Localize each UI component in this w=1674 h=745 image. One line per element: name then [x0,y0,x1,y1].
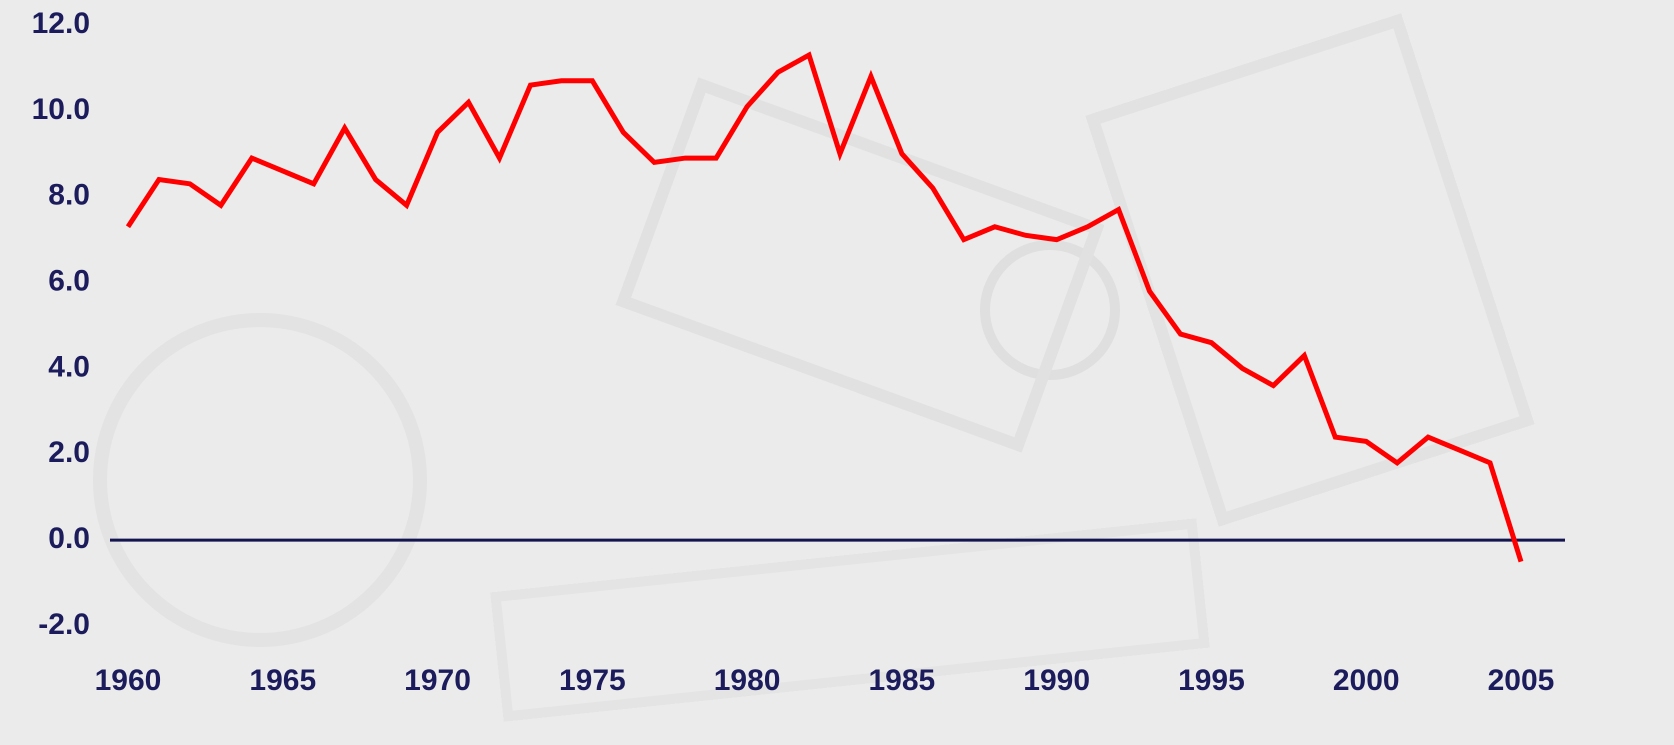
x-tick-label: 1995 [1178,664,1245,697]
y-tick-label: 6.0 [48,264,90,297]
x-tick-label: 1965 [249,664,316,697]
x-tick-label: 1985 [869,664,936,697]
x-tick-label: 1975 [559,664,626,697]
x-tick-label: 1990 [1023,664,1090,697]
x-tick-label: 1970 [404,664,471,697]
data-line [125,51,1524,563]
y-tick-label: 10.0 [32,93,90,126]
x-tick-label: 2005 [1488,664,1555,697]
y-tick-label: 2.0 [48,436,90,469]
y-tick-label: -2.0 [38,608,90,641]
x-tick-label: 1960 [95,664,162,697]
y-tick-label: 8.0 [48,179,90,212]
y-tick-label: 4.0 [48,350,90,383]
background-texture [93,13,1535,722]
x-tick-label: 2000 [1333,664,1400,697]
x-tick-label: 1980 [714,664,781,697]
y-tick-label: 0.0 [48,522,90,555]
y-tick-label: 12.0 [32,7,90,40]
